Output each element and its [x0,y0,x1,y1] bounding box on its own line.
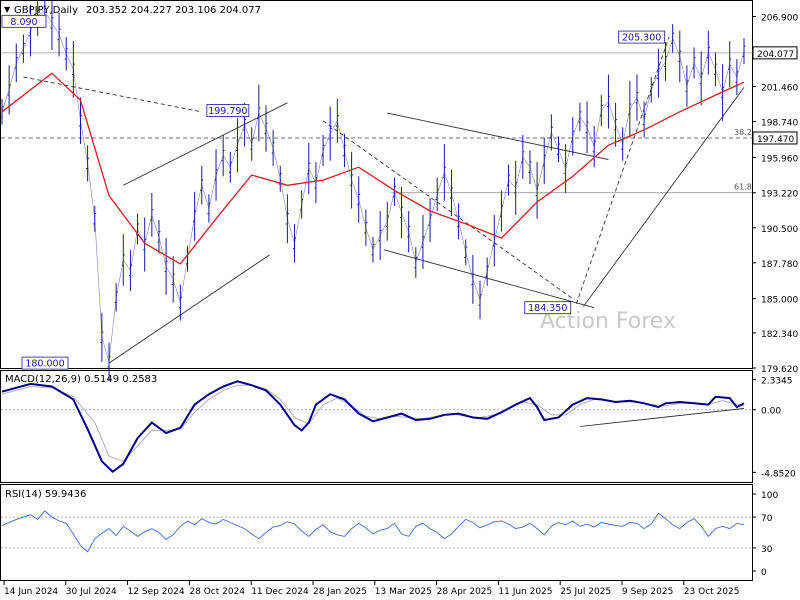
rsi-tick-label: 100 [761,491,778,501]
x-tick-label: 25 Jul 2025 [560,587,611,597]
price-bar [0,98,4,125]
macd-tick-label: -4.8520 [761,469,796,479]
low-label-184350-box [524,301,572,315]
x-tick-label: 12 Sep 2024 [128,587,185,597]
x-tick-label: 28 Apr 2025 [437,587,493,597]
price-tick-label: 182.340 [761,330,798,340]
reference-price-badge [752,131,798,145]
price-tick-label: 193.220 [761,190,798,200]
reference-price-label: 197.470 [757,135,794,145]
fibonacci-label: 38.2 [734,128,752,137]
ema-line [1,72,745,265]
price-tick-label: 201.460 [761,84,798,94]
ohlc-values: 203.352 204.227 203.106 204.077 [86,5,261,16]
price-tick-label: 190.500 [761,225,798,235]
macd-trendline [579,408,745,427]
symbol-label: GBPJPY,Daily [14,5,78,16]
price-panel[interactable] [0,0,753,369]
price-tick-label: 206.900 [761,13,798,23]
channel-upper-1 [123,102,288,186]
channel-lower-1 [108,254,270,364]
current-price-badge [752,46,798,60]
price-tick-label: 187.780 [761,260,798,270]
peak-label-199790-box [206,104,250,117]
price-tick-label: 198.740 [761,119,798,129]
price-path [1,10,745,362]
x-tick-label: 14 Jun 2024 [4,587,58,597]
high-label-8090: 8.090 [10,17,37,28]
x-tick-label: 28 Oct 2024 [189,587,245,597]
collapse-icon[interactable]: ▼ [4,5,11,14]
trend-dashed-2 [322,120,574,300]
trend-dashed-1 [23,76,202,113]
macd-panel[interactable] [0,370,753,483]
x-tick-label: 11 Jun 2025 [498,587,552,597]
price-tick-label: 179.620 [761,365,798,375]
fibonacci-label: 61.8 [734,183,752,192]
trend-dashed-3 [575,36,670,304]
rising-trendline [583,87,745,307]
rsi-label: RSI(14) 59.9436 [5,489,86,500]
channel-lower-2 [383,249,595,309]
x-tick-label: 28 Jan 2025 [313,587,367,597]
price-tick-label: 185.000 [761,296,798,306]
peak-label-205300: 205.300 [622,33,661,44]
x-tick-label: 9 Sep 2025 [622,587,673,597]
low-label-180000: 180.000 [25,359,64,370]
low-label-184350: 184.350 [528,303,567,314]
current-price-label: 204.077 [757,50,794,60]
rsi-tick-label: 0 [761,568,767,578]
macd-tick-label: 0.00 [761,407,781,417]
x-tick-label: 30 Jul 2024 [66,587,117,597]
rsi-line [1,510,745,553]
high-label-8090-box [1,14,47,28]
low-label-180000-box [21,356,69,370]
x-tick-label: 11 Dec 2024 [251,587,309,597]
peak-label-205300-box [618,30,666,44]
macd-tick-label: 2.3345 [761,377,793,387]
rsi-tick-label: 70 [761,514,773,524]
channel-upper-2 [387,112,609,160]
macd-label: MACD(12,26,9) 0.5149 0.2583 [5,374,157,385]
rsi-tick-label: 30 [761,545,773,555]
x-tick-label: 13 Mar 2025 [375,587,432,597]
x-tick-label: 23 Oct 2025 [684,587,740,597]
macd-line [1,380,745,474]
peak-label-199790: 199.790 [208,106,247,117]
price-tick-label: 195.960 [761,154,798,164]
